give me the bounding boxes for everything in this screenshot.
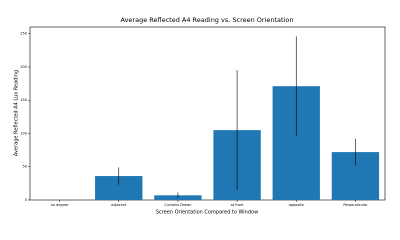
y-tick-label: 0 bbox=[25, 198, 27, 202]
y-tick-label: 150 bbox=[20, 98, 27, 102]
chart-title: Average Reflected A4 Reading vs. Screen … bbox=[121, 16, 294, 24]
plot-frame bbox=[29, 26, 386, 201]
bar bbox=[95, 176, 143, 200]
y-tick-label: 200 bbox=[20, 65, 27, 69]
page: Average Reflected A4 Reading vs. Screen … bbox=[13, 16, 386, 216]
chart: Average Reflected A4 Reading vs. Screen … bbox=[14, 16, 386, 216]
x-tick-label: at front bbox=[231, 203, 245, 207]
x-tick-label: no degree bbox=[51, 203, 69, 207]
y-axis-label: Average Reflected A4 Lux Reading bbox=[14, 70, 20, 156]
x-axis-label: Screen Orientation Compared to Window bbox=[156, 210, 258, 216]
y-tick-label: 50 bbox=[23, 165, 27, 169]
x-tick-label: opposite bbox=[289, 203, 304, 207]
x-tick-label: Perpendicular bbox=[343, 203, 368, 207]
y-tick-label: 100 bbox=[20, 131, 27, 135]
x-tick-label: adjacent bbox=[111, 203, 127, 207]
y-tick-label: 250 bbox=[20, 32, 27, 36]
x-tick-label: Curtains Drawn bbox=[164, 203, 191, 207]
